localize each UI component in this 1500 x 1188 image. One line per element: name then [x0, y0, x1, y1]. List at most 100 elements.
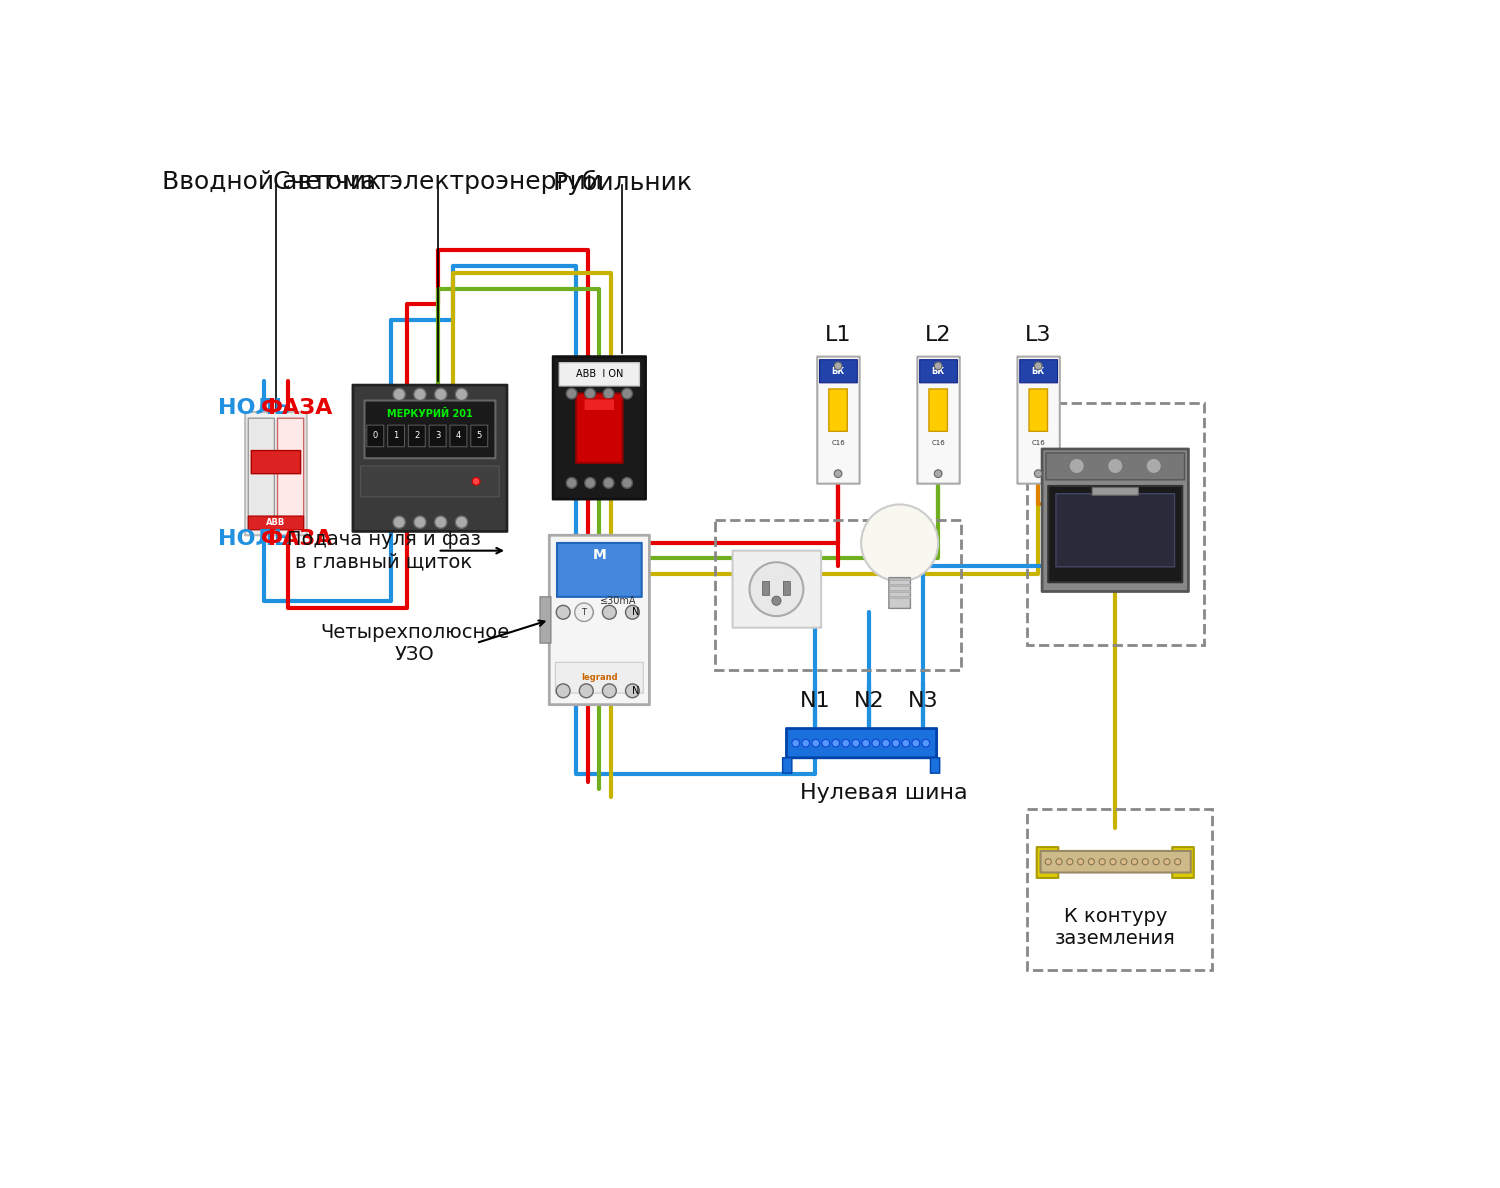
Circle shape: [456, 516, 468, 529]
Circle shape: [882, 739, 890, 747]
FancyBboxPatch shape: [244, 412, 308, 536]
Text: ВК: ВК: [831, 367, 844, 375]
Circle shape: [1100, 859, 1106, 865]
FancyBboxPatch shape: [352, 385, 507, 531]
Circle shape: [603, 684, 616, 697]
Text: N: N: [632, 685, 639, 696]
Circle shape: [393, 388, 405, 400]
Circle shape: [802, 739, 810, 747]
FancyBboxPatch shape: [1046, 453, 1185, 480]
Circle shape: [603, 606, 616, 619]
Circle shape: [603, 478, 613, 488]
Text: legrand: legrand: [580, 674, 618, 682]
Circle shape: [842, 739, 849, 747]
Circle shape: [435, 388, 447, 400]
Circle shape: [556, 684, 570, 697]
FancyBboxPatch shape: [1048, 486, 1182, 582]
Text: Счетчик электроэнергии: Счетчик электроэнергии: [273, 170, 602, 194]
Circle shape: [912, 739, 920, 747]
Circle shape: [750, 562, 804, 617]
Text: C16: C16: [1032, 440, 1046, 446]
Circle shape: [585, 478, 596, 488]
Text: N3: N3: [908, 690, 938, 710]
Text: Подача нуля и фаз
в главный щиток: Подача нуля и фаз в главный щиток: [286, 530, 480, 571]
Text: Вводной автомат: Вводной автомат: [162, 170, 390, 194]
Circle shape: [414, 516, 426, 529]
FancyBboxPatch shape: [1036, 847, 1059, 878]
Circle shape: [1035, 469, 1042, 478]
Circle shape: [1142, 859, 1149, 865]
FancyBboxPatch shape: [360, 466, 500, 497]
Text: 1: 1: [393, 431, 399, 441]
FancyBboxPatch shape: [364, 400, 495, 459]
Circle shape: [414, 388, 426, 400]
Text: 3: 3: [435, 431, 441, 441]
Bar: [890, 596, 910, 599]
Text: T: T: [582, 608, 586, 617]
FancyBboxPatch shape: [1042, 449, 1188, 592]
FancyBboxPatch shape: [930, 758, 939, 773]
FancyBboxPatch shape: [1020, 360, 1058, 383]
Circle shape: [862, 739, 870, 747]
Circle shape: [579, 606, 592, 619]
Text: Рубильник: Рубильник: [552, 170, 693, 195]
FancyBboxPatch shape: [248, 516, 303, 530]
Circle shape: [1174, 859, 1180, 865]
FancyBboxPatch shape: [368, 425, 384, 447]
FancyBboxPatch shape: [1092, 487, 1138, 495]
Text: Нулевая шина: Нулевая шина: [801, 783, 968, 803]
Circle shape: [1164, 859, 1170, 865]
Text: N: N: [632, 607, 639, 618]
Circle shape: [566, 388, 578, 399]
Circle shape: [579, 684, 592, 697]
Circle shape: [566, 478, 578, 488]
Circle shape: [1110, 859, 1116, 865]
FancyBboxPatch shape: [818, 356, 860, 484]
FancyBboxPatch shape: [928, 388, 948, 431]
FancyBboxPatch shape: [584, 399, 615, 411]
FancyBboxPatch shape: [1041, 851, 1191, 872]
Circle shape: [1120, 859, 1126, 865]
Text: M: M: [592, 548, 606, 562]
Text: L2: L2: [926, 326, 951, 345]
FancyBboxPatch shape: [1029, 388, 1047, 431]
FancyBboxPatch shape: [278, 418, 303, 529]
Circle shape: [621, 388, 633, 399]
Circle shape: [934, 469, 942, 478]
Bar: [1026, 403, 1204, 645]
FancyBboxPatch shape: [1017, 356, 1060, 484]
Circle shape: [574, 604, 592, 621]
Text: L3: L3: [1024, 326, 1051, 345]
FancyBboxPatch shape: [920, 360, 957, 383]
Text: 2: 2: [414, 431, 420, 441]
Text: 0: 0: [372, 431, 378, 441]
FancyBboxPatch shape: [450, 425, 466, 447]
Text: L1: L1: [825, 326, 852, 345]
Circle shape: [1066, 859, 1072, 865]
Circle shape: [822, 739, 830, 747]
Text: ВК: ВК: [1032, 367, 1046, 375]
Text: 5: 5: [477, 431, 482, 441]
Text: C16: C16: [831, 440, 844, 446]
Text: ВК: ВК: [932, 367, 945, 375]
Circle shape: [1107, 459, 1124, 474]
FancyBboxPatch shape: [732, 551, 821, 627]
FancyBboxPatch shape: [248, 418, 274, 529]
Circle shape: [626, 606, 639, 619]
FancyBboxPatch shape: [819, 360, 858, 383]
FancyBboxPatch shape: [556, 543, 642, 596]
FancyBboxPatch shape: [1172, 847, 1194, 878]
Circle shape: [792, 739, 800, 747]
Circle shape: [472, 478, 480, 485]
Circle shape: [1070, 459, 1084, 474]
FancyBboxPatch shape: [1056, 494, 1174, 567]
Text: 4: 4: [456, 431, 460, 441]
FancyBboxPatch shape: [429, 425, 445, 447]
FancyBboxPatch shape: [783, 758, 792, 773]
Circle shape: [833, 739, 840, 747]
Bar: [890, 590, 910, 593]
Text: ФАЗА: ФАЗА: [261, 398, 333, 418]
Circle shape: [834, 469, 842, 478]
FancyBboxPatch shape: [762, 581, 770, 595]
Circle shape: [585, 388, 596, 399]
